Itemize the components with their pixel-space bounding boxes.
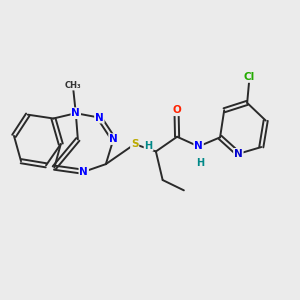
Text: N: N bbox=[80, 167, 88, 177]
Text: CH₃: CH₃ bbox=[64, 81, 81, 90]
Text: Cl: Cl bbox=[244, 72, 255, 82]
Text: N: N bbox=[95, 112, 104, 123]
Text: H: H bbox=[145, 141, 153, 151]
Text: N: N bbox=[109, 134, 118, 144]
Text: O: O bbox=[172, 105, 181, 115]
Text: N: N bbox=[71, 108, 80, 118]
Text: N: N bbox=[194, 142, 203, 152]
Text: H: H bbox=[196, 158, 204, 168]
Text: S: S bbox=[131, 139, 138, 149]
Text: N: N bbox=[234, 149, 243, 159]
